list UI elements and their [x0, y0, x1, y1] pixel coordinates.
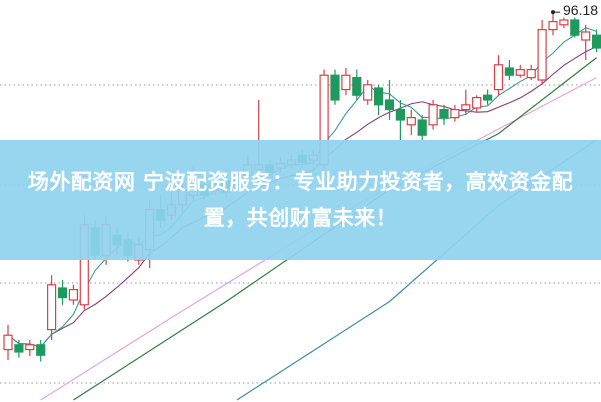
candle-body	[461, 104, 471, 111]
max-price-label: 96.18	[563, 2, 599, 18]
candle-body	[14, 344, 24, 353]
candle-body	[483, 94, 493, 101]
candle-body	[46, 284, 57, 331]
candle-body	[428, 104, 438, 126]
candle-body	[25, 344, 35, 351]
candle-body	[439, 108, 449, 119]
candle-body	[515, 68, 525, 76]
candle-body	[581, 31, 591, 41]
candle-body	[472, 96, 482, 109]
max-pointer-dot	[551, 10, 555, 15]
candle-body	[559, 19, 569, 26]
candle-body	[406, 116, 416, 126]
candle-body	[330, 74, 340, 101]
banner-text: 场外配资网 宁波配资服务：专业助力投资者，高效资金配置，共创财富未来！	[27, 170, 574, 230]
candle-body	[68, 289, 79, 301]
candle-body	[352, 76, 362, 96]
candle-body	[417, 119, 427, 136]
candle-body	[341, 74, 351, 91]
candle-body	[548, 21, 558, 31]
candle-body	[36, 344, 46, 356]
candle-body	[504, 67, 514, 76]
candle-body	[493, 64, 504, 91]
candle-body	[384, 99, 395, 111]
candle-body	[591, 34, 601, 49]
ad-banner[interactable]: 场外配资网 宁波配资服务：专业助力投资者，高效资金配置，共创财富未来！	[0, 140, 601, 260]
candle-body	[526, 68, 536, 79]
candle-body	[450, 108, 460, 119]
candle-body	[395, 108, 405, 121]
candle-body	[570, 19, 580, 36]
candle-body	[3, 334, 13, 351]
candle-body	[57, 287, 68, 299]
candle-body	[537, 29, 547, 81]
candle-body	[363, 84, 373, 101]
candle-body	[374, 87, 384, 106]
